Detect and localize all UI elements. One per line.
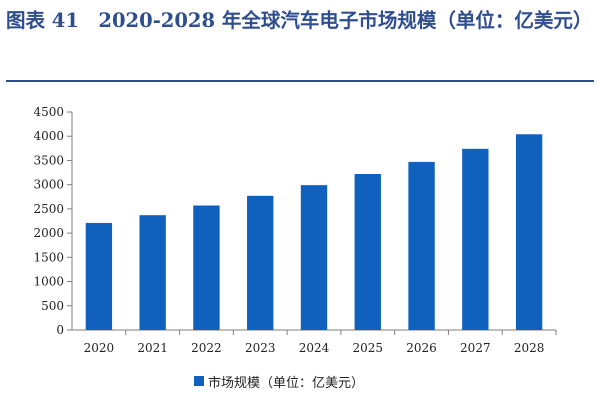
x-tick-label: 2026 (406, 341, 437, 355)
x-tick-label: 2028 (514, 341, 545, 355)
bar-2028 (515, 134, 543, 330)
bar-2022 (193, 205, 220, 330)
y-tick-label: 4000 (33, 129, 64, 143)
bar-2027 (462, 148, 489, 330)
y-tick-label: 500 (41, 299, 64, 313)
y-tick-label: 2500 (33, 202, 64, 216)
x-tick-label: 2022 (191, 341, 222, 355)
x-tick-label: 2023 (245, 341, 276, 355)
y-tick-label: 3500 (33, 153, 64, 167)
bar-2021 (139, 215, 166, 330)
y-tick-label: 1000 (33, 275, 64, 289)
bar-2020 (85, 222, 113, 330)
y-tick-label: 4500 (33, 105, 64, 119)
title-divider (6, 80, 594, 82)
legend-label: 市场规模（单位：亿美元） (208, 375, 365, 391)
y-tick-label: 2000 (33, 226, 64, 240)
x-tick-label: 2020 (84, 341, 115, 355)
x-tick-label: 2024 (299, 341, 330, 355)
chart-title: 图表 41 2020-2028 年全球汽车电子市场规模（单位：亿美元） (6, 9, 593, 32)
bar-2026 (408, 161, 435, 330)
bar-2025 (354, 174, 381, 330)
y-tick-label: 1500 (33, 250, 64, 264)
x-tick-label: 2021 (137, 341, 168, 355)
x-tick-label: 2027 (460, 341, 491, 355)
legend-swatch (194, 376, 204, 386)
bar-2023 (247, 195, 274, 330)
x-tick-label: 2025 (353, 341, 384, 355)
y-tick-label: 0 (56, 323, 64, 337)
legend: 市场规模（单位：亿美元） (194, 371, 364, 391)
y-tick-label: 3000 (33, 178, 64, 192)
bar-2024 (300, 185, 328, 330)
